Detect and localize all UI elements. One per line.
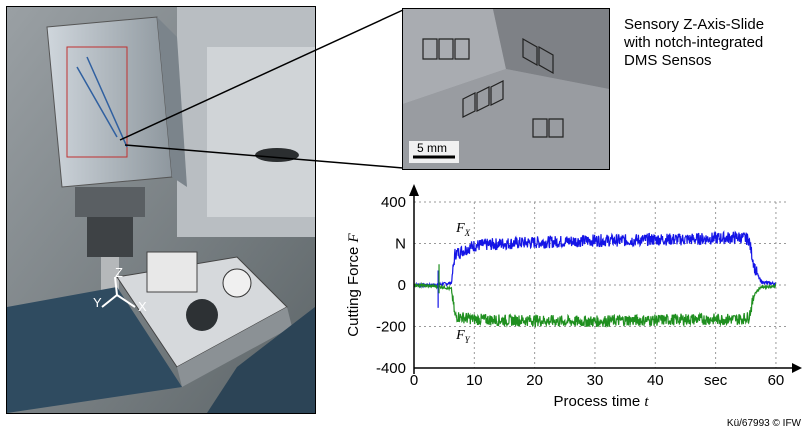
x-tick-label: 40 <box>647 372 664 389</box>
axis-label-x: X <box>138 299 147 314</box>
scale-bar-label: 5 mm <box>417 141 447 155</box>
sensor-micrograph: 5 mm <box>402 8 610 170</box>
caption-line: DMS Sensos <box>624 52 712 69</box>
y-tick-label: -400 <box>376 360 406 377</box>
axis-label-y: Y <box>93 295 102 310</box>
y-axis-arrow <box>409 184 419 196</box>
x-axis-arrow <box>792 363 802 373</box>
x-axis-variable: t <box>644 394 649 410</box>
caption-line: with notch-integrated <box>624 34 764 51</box>
y-tick-label: 400 <box>381 194 406 211</box>
x-tick-label: 10 <box>466 372 483 389</box>
x-tick-label: 0 <box>410 372 418 389</box>
machine-photo: Z Y X <box>6 6 316 414</box>
axis-label-z: Z <box>115 265 123 280</box>
x-unit-label: sec <box>704 372 728 389</box>
series-label-f-y: FY <box>455 328 471 345</box>
y-axis-variable: F <box>346 232 362 243</box>
y-tick-label: N <box>395 236 406 253</box>
series-label-f-x: FX <box>455 221 471 238</box>
x-axis-label: Process time t <box>553 393 649 410</box>
caption-line: Sensory Z-Axis-Slide <box>624 16 765 33</box>
x-tick-label: 30 <box>587 372 604 389</box>
series-f-x-line <box>413 230 777 289</box>
y-tick-label: -200 <box>376 319 406 336</box>
y-axis-label: Cutting Force F <box>345 232 362 336</box>
series-label-subscript: X <box>464 228 471 238</box>
credit: Kü/67993 © IFW <box>726 418 801 429</box>
series-label-subscript: Y <box>465 335 471 345</box>
y-tick-label: 0 <box>398 277 406 294</box>
caption: Sensory Z-Axis-Slide with notch-integrat… <box>624 16 804 70</box>
series-f-y-line <box>413 281 777 329</box>
x-tick-label: 60 <box>768 372 785 389</box>
x-tick-label: 20 <box>526 372 543 389</box>
